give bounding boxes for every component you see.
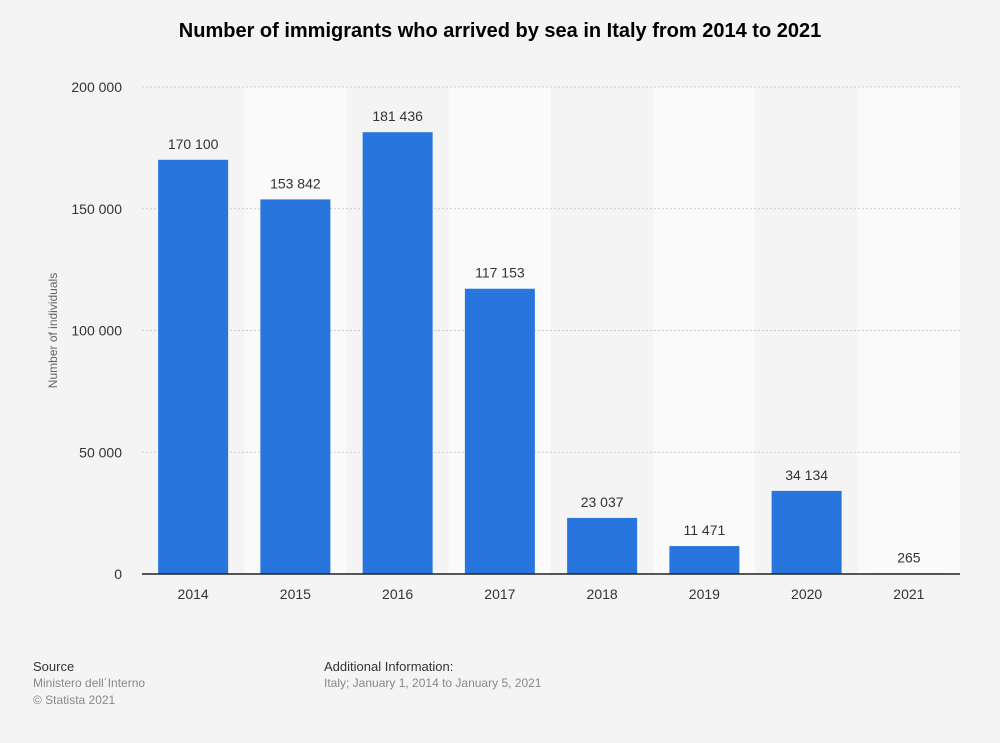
data-label: 117 153: [475, 265, 525, 281]
y-tick-label: 0: [114, 566, 122, 582]
copyright-line[interactable]: © Statista 2021: [33, 693, 116, 707]
source-heading: Source: [33, 659, 75, 674]
data-label: 181 436: [372, 108, 423, 124]
bar: [669, 546, 740, 574]
additional-info-block: Additional Information: Italy; January 1…: [324, 658, 541, 692]
x-tick-label: 2017: [484, 586, 515, 602]
data-label: 170 100: [168, 136, 219, 152]
column-band: [653, 87, 756, 574]
bar: [567, 517, 638, 574]
x-tick-label: 2016: [382, 586, 413, 602]
data-label: 11 471: [683, 522, 725, 538]
x-tick-label: 2021: [893, 586, 924, 602]
bar: [260, 199, 331, 575]
x-tick-label: 2019: [689, 586, 720, 602]
source-block: Source Ministero dell´Interno © Statista…: [33, 658, 145, 709]
x-tick-label: 2018: [587, 586, 618, 602]
data-label: 34 134: [785, 467, 828, 483]
x-tick-label: 2014: [178, 586, 209, 602]
source-line[interactable]: Ministero dell´Interno: [33, 676, 146, 690]
y-tick-label: 50 000: [79, 444, 122, 460]
data-label: 265: [897, 549, 921, 565]
additional-info-heading: Additional Information:: [324, 659, 454, 674]
x-tick-label: 2020: [791, 586, 822, 602]
bar: [362, 132, 433, 574]
data-label: 23 037: [581, 494, 624, 510]
data-label: 153 842: [270, 175, 321, 191]
y-tick-label: 100 000: [71, 323, 122, 339]
x-tick-label: 2015: [280, 586, 311, 602]
column-band: [857, 87, 960, 574]
y-tick-label: 200 000: [71, 79, 122, 95]
y-tick-label: 150 000: [71, 201, 122, 217]
chart-title: Number of immigrants who arrived by sea …: [178, 20, 822, 42]
y-axis-label: Number of individuals: [46, 273, 60, 388]
bar: [771, 490, 842, 574]
additional-info-text: Italy; January 1, 2014 to January 5, 202…: [324, 676, 542, 690]
bar-chart: 0 50 000 100 000 150 000 200 000 Number of in…: [46, 79, 960, 602]
bar: [464, 288, 535, 574]
bar: [158, 159, 229, 574]
